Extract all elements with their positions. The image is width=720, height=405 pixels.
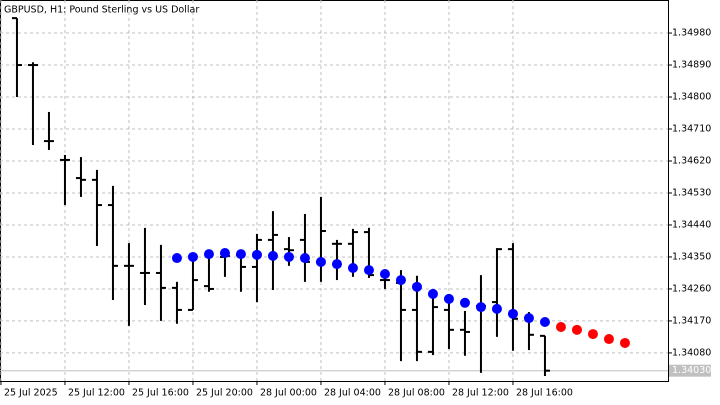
indicator-dot <box>523 313 534 324</box>
chart-title: GBPUSD, H1: Pound Sterling vs US Dollar <box>4 5 199 16</box>
indicator-dot <box>251 249 262 260</box>
x-tick-label: 28 Jul 04:00 <box>324 388 381 399</box>
y-tick-label: 1.34800 <box>672 92 711 103</box>
last-price-box <box>669 364 711 377</box>
last-price-label: 1.34030 <box>672 365 711 376</box>
y-tick-label: 1.34890 <box>672 60 711 71</box>
y-tick-label: 1.34440 <box>672 219 711 230</box>
indicator-dot <box>219 248 230 259</box>
x-tick-label: 28 Jul 16:00 <box>516 388 573 399</box>
indicator-dot <box>427 288 438 299</box>
y-tick-label: 1.34710 <box>672 124 711 135</box>
x-tick-label: 25 Jul 16:00 <box>132 388 189 399</box>
indicator-dot <box>315 256 326 267</box>
indicator-dot <box>363 265 374 276</box>
indicator-dot <box>555 321 566 332</box>
y-tick-label: 1.34620 <box>672 156 711 167</box>
x-tick-label: 28 Jul 08:00 <box>388 388 445 399</box>
x-tick-label: 25 Jul 12:00 <box>68 388 125 399</box>
indicator-dot <box>539 317 550 328</box>
x-tick-label: 25 Jul 20:00 <box>196 388 253 399</box>
x-tick-label: 28 Jul 00:00 <box>260 388 317 399</box>
indicator-dot <box>347 262 358 273</box>
indicator-dot <box>475 302 486 313</box>
indicator-dot <box>587 329 598 340</box>
indicator-dot <box>491 303 502 314</box>
indicator-dot <box>411 281 422 292</box>
indicator-dot <box>571 324 582 335</box>
indicator-dot <box>283 251 294 262</box>
indicator-dot <box>203 249 214 260</box>
y-tick-label: 1.34170 <box>672 315 711 326</box>
y-tick-label: 1.34980 <box>672 28 711 39</box>
indicator-dot <box>459 297 470 308</box>
indicator-dot <box>619 337 630 348</box>
indicator-dot <box>267 250 278 261</box>
indicator-dot <box>331 259 342 270</box>
indicator-dot <box>395 275 406 286</box>
indicator-dot <box>299 253 310 264</box>
y-tick-label: 1.34080 <box>672 347 711 358</box>
indicator-dot <box>171 253 182 264</box>
y-tick-label: 1.34260 <box>672 283 711 294</box>
indicator-dot <box>507 308 518 319</box>
indicator-dot <box>235 249 246 260</box>
x-tick-label: 25 Jul 2025 <box>4 388 58 399</box>
indicator-dot <box>603 334 614 345</box>
indicator-dot <box>443 293 454 304</box>
indicator-dot <box>187 251 198 262</box>
y-tick-label: 1.34350 <box>672 251 711 262</box>
y-tick-label: 1.34530 <box>672 187 711 198</box>
indicator-dot <box>379 269 390 280</box>
x-tick-label: 28 Jul 12:00 <box>452 388 509 399</box>
plot-frame <box>0 0 669 382</box>
